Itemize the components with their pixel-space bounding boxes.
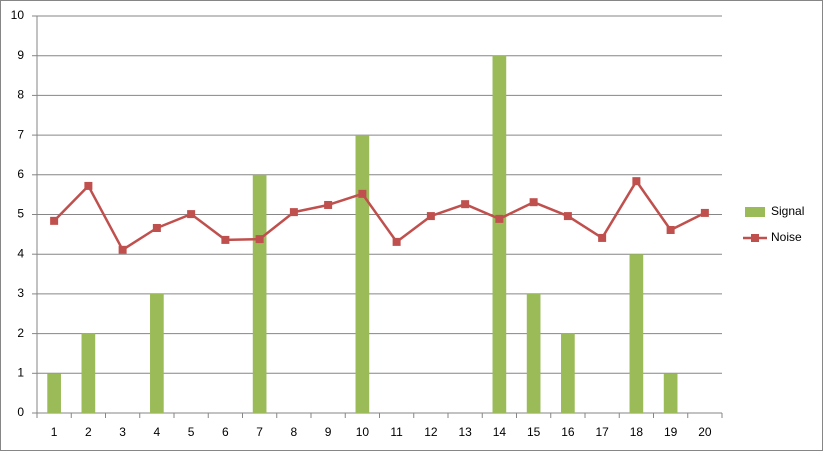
x-tick-label: 18: [630, 425, 644, 439]
legend-label: Noise: [771, 230, 802, 244]
bar: [252, 174, 267, 413]
bar: [355, 135, 370, 413]
bar: [663, 373, 678, 413]
x-tick-label: 20: [698, 425, 712, 439]
x-tick-label: 15: [527, 425, 541, 439]
marker: [289, 208, 298, 217]
marker: [84, 181, 93, 190]
x-tick-label: 19: [664, 425, 678, 439]
x-tick-label: 10: [356, 425, 370, 439]
y-tick-label: 10: [11, 8, 25, 22]
marker: [118, 245, 127, 254]
marker: [392, 237, 401, 246]
x-tick-label: 11: [390, 425, 403, 439]
marker: [358, 189, 367, 198]
x-tick-label: 2: [85, 425, 92, 439]
marker: [563, 212, 572, 221]
y-tick-label: 9: [17, 48, 24, 62]
bar: [492, 55, 507, 413]
marker: [187, 210, 196, 219]
y-tick-label: 0: [17, 405, 24, 419]
bar: [150, 293, 164, 413]
bar: [81, 333, 96, 413]
y-tick-label: 2: [17, 326, 24, 340]
bar: [526, 293, 541, 413]
marker: [50, 216, 59, 225]
y-tick-label: 4: [17, 246, 24, 260]
y-tick-label: 6: [17, 167, 24, 181]
y-tick-label: 1: [17, 365, 24, 379]
marker: [666, 225, 675, 234]
marker: [598, 233, 607, 242]
bar: [629, 254, 644, 413]
y-tick-label: 7: [17, 127, 24, 141]
x-tick-label: 7: [256, 425, 263, 439]
x-tick-label: 1: [51, 425, 58, 439]
y-tick-label: 3: [17, 286, 24, 300]
marker: [632, 177, 641, 186]
x-tick-label: 14: [493, 425, 507, 439]
x-tick-label: 4: [154, 425, 161, 439]
marker: [255, 235, 264, 244]
x-tick-label: 5: [188, 425, 195, 439]
marker: [221, 235, 230, 244]
bar: [561, 333, 575, 413]
marker: [461, 200, 470, 209]
marker: [152, 223, 161, 232]
line: [53, 179, 706, 252]
legend-swatch: [751, 234, 759, 242]
y-tick-label: 5: [17, 207, 24, 221]
marker: [495, 214, 504, 223]
x-tick-label: 17: [595, 425, 609, 439]
x-tick-label: 9: [325, 425, 332, 439]
x-tick-label: 12: [424, 425, 438, 439]
x-tick-label: 16: [561, 425, 575, 439]
x-tick-label: 13: [458, 425, 472, 439]
legend-label: Signal: [771, 204, 804, 218]
x-tick-label: 8: [291, 425, 298, 439]
marker: [529, 198, 538, 207]
x-tick-label: 6: [222, 425, 229, 439]
legend-swatch: [745, 207, 765, 217]
marker: [324, 200, 333, 209]
x-tick-label: 3: [119, 425, 126, 439]
marker: [700, 208, 709, 217]
y-tick-label: 8: [17, 88, 24, 102]
bar: [47, 373, 61, 413]
marker: [426, 212, 435, 221]
